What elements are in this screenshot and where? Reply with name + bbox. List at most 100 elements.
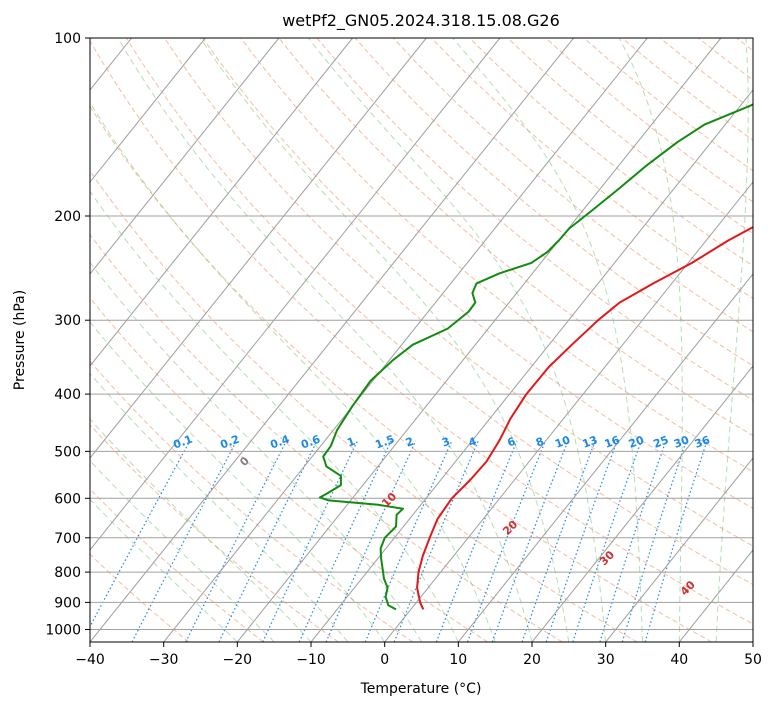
x-tick-label: 30 (597, 652, 615, 668)
isotherm-line (90, 38, 353, 367)
isotherm-line (457, 273, 753, 642)
mixing-ratio-line (364, 440, 453, 642)
dry-adiabat-line (90, 553, 190, 642)
mixing-ratio-line (325, 440, 417, 642)
mixing-ratio-line (131, 440, 238, 642)
mixing-ratio-line (572, 440, 642, 642)
y-tick-label: 600 (54, 491, 81, 507)
isotherm-line (605, 457, 753, 642)
dry-adiabat-line (583, 38, 753, 172)
moist-adiabat-label: 20 (500, 518, 520, 538)
moist-adiabat-label: 30 (597, 548, 617, 568)
mixing-ratio-line (185, 440, 287, 642)
mixing-ratio-line (644, 440, 708, 642)
y-tick-label: 500 (54, 444, 81, 460)
mixing-ratio-label: 0.1 (172, 433, 195, 452)
x-axis-label: Temperature (°C) (360, 681, 482, 697)
dry-adiabat-line (354, 38, 753, 367)
y-axis: 100 200 300 400 500 600 700 800 900 1000 (45, 31, 90, 639)
dry-adiabat-line (545, 38, 753, 203)
isotherm-line (236, 38, 722, 642)
dry-adiabat-line (392, 38, 753, 333)
isotherm-line (163, 38, 648, 642)
dry-adiabat-line (240, 38, 753, 473)
plot-frame (89, 37, 754, 643)
dry-adiabat-line (90, 170, 638, 642)
mixing-ratio-line (491, 440, 569, 642)
y-tick-label: 400 (54, 387, 81, 403)
mixing-ratio-label: 1 (345, 435, 357, 450)
moist-adiabat-line (90, 190, 459, 642)
mixing-ratio-line (599, 440, 667, 642)
dry-adiabat-line (90, 424, 339, 642)
mixing-ratio-label: 6 (506, 435, 518, 450)
dry-adiabat-line (202, 38, 753, 510)
moist-adiabat-line (715, 38, 749, 642)
moist-adiabat-line (452, 38, 643, 642)
y-tick-label: 700 (54, 531, 81, 547)
dewpoint-profile-line (319, 103, 753, 611)
dry-adiabat-line (164, 38, 753, 547)
mixing-ratio-label: 25 (652, 433, 671, 450)
mixing-ratio-label: 36 (693, 433, 712, 451)
dry-adiabat-line (90, 297, 488, 642)
moist-adiabat-line (90, 498, 238, 642)
chart-title: wetPf2_GN05.2024.318.15.08.G26 (282, 11, 560, 31)
mixing-ratio-line (298, 440, 392, 642)
moist-adiabat-label: 0 (237, 454, 252, 469)
isotherm-line (90, 38, 280, 275)
isotherm-line (0, 38, 58, 642)
dry-adiabat-line (469, 38, 753, 267)
x-tick-label: −30 (149, 652, 179, 668)
moist-adiabat-line (90, 460, 275, 642)
mixing-ratio-label: 20 (627, 433, 646, 451)
y-tick-label: 900 (54, 595, 81, 611)
grid-lines (0, 38, 753, 642)
mixing-ratio-label: 13 (581, 433, 600, 450)
mixing-ratio-label: 0.4 (268, 433, 291, 452)
background-reference-lines (90, 38, 753, 642)
moist-adiabat-line (90, 372, 349, 642)
isotherm-line (752, 641, 753, 642)
mixing-ratio-label: 8 (534, 435, 546, 450)
temperature-profile-line (416, 225, 753, 610)
mixing-ratio-label: 10 (553, 433, 572, 451)
dry-adiabat-line (90, 40, 753, 625)
moist-adiabat-line (117, 38, 533, 642)
x-tick-label: 20 (523, 652, 541, 668)
mixing-ratio-line (218, 440, 318, 642)
y-axis-label: Pressure (hPa) (12, 290, 28, 390)
moist-adiabat-line (307, 38, 607, 642)
isotherm-line (90, 38, 501, 551)
mixing-ratio-line (90, 440, 191, 628)
y-tick-label: 1000 (45, 623, 81, 639)
mixing-ratio-label: 1.5 (374, 433, 397, 452)
x-tick-label: 0 (380, 652, 389, 668)
isotherm-line (310, 89, 753, 642)
mixing-ratio-label: 0.6 (299, 433, 322, 452)
x-tick-label: 10 (449, 652, 467, 668)
x-tick-label: −10 (296, 652, 326, 668)
dry-adiabat-line (507, 38, 753, 235)
moist-adiabat-line (618, 38, 683, 642)
mixing-ratio-label: 3 (440, 435, 452, 450)
moist-adiabat-line (90, 321, 386, 642)
isotherm-line (90, 38, 574, 642)
dry-adiabat-line (90, 488, 264, 642)
isotherm-line (678, 549, 753, 642)
series-lines (319, 103, 753, 611)
mixing-ratio-label: 16 (603, 433, 622, 451)
moist-adiabat-line (90, 261, 422, 642)
mixing-ratio-line (621, 440, 687, 642)
y-tick-label: 300 (54, 313, 81, 329)
x-axis: −40 −30 −20 −10 0 10 20 30 40 50 (75, 642, 762, 668)
y-tick-label: 100 (54, 31, 81, 47)
dry-adiabat-line (316, 38, 753, 401)
line-labels: 0.1 0.2 0.4 0.6 1 1.5 2 3 4 6 8 10 13 16 20 25 30 3601020… (172, 433, 713, 599)
dry-adiabat-line (736, 38, 753, 52)
moist-adiabat-label: 40 (678, 578, 698, 598)
moist-adiabat-line (90, 101, 496, 642)
mixing-ratio-label: 0.2 (218, 433, 241, 452)
isotherm-line (384, 181, 753, 642)
